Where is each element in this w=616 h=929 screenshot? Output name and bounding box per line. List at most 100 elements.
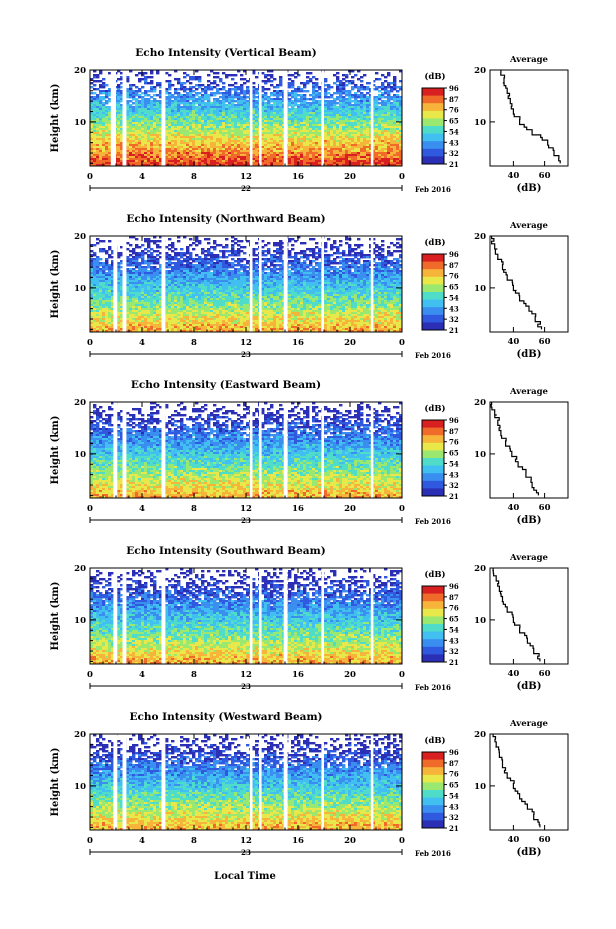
heatmap-cell xyxy=(210,102,214,105)
heatmap-cell xyxy=(108,118,112,121)
heatmap-cell xyxy=(141,104,145,107)
heatmap-cell xyxy=(333,120,337,123)
heatmap-cell xyxy=(294,122,298,125)
heatmap-cell xyxy=(393,102,397,105)
heatmap-cell xyxy=(120,128,124,131)
heatmap-cell xyxy=(216,244,220,247)
heatmap-cell xyxy=(216,116,220,119)
heatmap-cell xyxy=(228,124,232,127)
heatmap-cell xyxy=(363,104,367,107)
heatmap-cell xyxy=(207,84,211,87)
heatmap-cell xyxy=(390,108,394,111)
heatmap-cell xyxy=(129,130,133,133)
heatmap-cell xyxy=(351,124,355,127)
heatmap-cell xyxy=(270,80,274,83)
data-gap xyxy=(283,70,288,166)
heatmap-cell xyxy=(225,96,229,99)
heatmap-cell xyxy=(228,98,232,101)
heatmap-cell xyxy=(177,92,181,95)
heatmap-cell xyxy=(393,98,397,101)
heatmap-cell xyxy=(363,112,367,115)
heatmap-cell xyxy=(357,70,361,73)
heatmap-cell xyxy=(255,120,259,123)
heatmap-cell xyxy=(366,88,370,91)
heatmap-cell xyxy=(270,92,274,95)
heatmap-cell xyxy=(342,120,346,123)
heatmap-cell xyxy=(126,112,130,115)
profile-x-label: (dB) xyxy=(517,183,542,194)
heatmap-cell xyxy=(195,128,199,131)
heatmap-cell xyxy=(345,116,349,119)
heatmap-cell xyxy=(348,112,352,115)
heatmap-cell xyxy=(357,238,361,241)
heatmap-cell xyxy=(198,78,202,81)
heatmap-cell xyxy=(210,124,214,127)
heatmap-cell xyxy=(126,242,130,245)
heatmap-cell xyxy=(336,126,340,129)
heatmap-cell xyxy=(357,108,361,111)
heatmap-cell xyxy=(342,74,346,77)
heatmap-cell xyxy=(126,106,130,109)
heatmap-cell xyxy=(222,128,226,131)
heatmap-cell xyxy=(234,96,238,99)
heatmap-cell xyxy=(276,110,280,113)
heatmap-cell xyxy=(273,260,277,263)
heatmap-cell xyxy=(189,122,193,125)
heatmap-cell xyxy=(138,124,142,127)
heatmap-cell xyxy=(117,112,121,115)
heatmap-cell xyxy=(120,112,124,115)
heatmap-cell xyxy=(381,88,385,91)
heatmap-cell xyxy=(303,104,307,107)
heatmap-cell xyxy=(372,118,376,121)
heatmap-cell xyxy=(336,78,340,81)
heatmap-cell xyxy=(231,102,235,105)
heatmap-cell xyxy=(219,104,223,107)
heatmap-cell xyxy=(117,102,121,105)
heatmap-cell xyxy=(126,124,130,127)
heatmap-cell xyxy=(261,90,265,93)
heatmap-cell xyxy=(192,90,196,93)
heatmap-cell xyxy=(105,90,109,93)
heatmap-cell xyxy=(144,108,148,111)
heatmap-cell xyxy=(99,130,103,133)
heatmap-cell xyxy=(378,118,382,121)
heatmap-cell xyxy=(90,250,94,253)
heatmap-cell xyxy=(252,110,256,113)
heatmap-cell xyxy=(381,106,385,109)
heatmap-cell xyxy=(222,94,226,97)
heatmap-cell xyxy=(234,128,238,131)
heatmap-cell xyxy=(177,114,181,117)
heatmap-cell xyxy=(240,120,244,123)
heatmap-cell xyxy=(192,112,196,115)
heatmap-cell xyxy=(132,116,136,119)
heatmap-cell xyxy=(243,258,247,261)
heatmap-cell xyxy=(165,122,169,125)
heatmap-cell xyxy=(93,106,97,109)
heatmap-cell xyxy=(288,104,292,107)
heatmap-cell xyxy=(297,88,301,91)
heatmap-cell xyxy=(246,122,250,125)
heatmap-cell xyxy=(177,104,181,107)
heatmap-cell xyxy=(381,110,385,113)
heatmap-cell xyxy=(132,96,136,99)
heatmap-cell xyxy=(237,126,241,129)
heatmap-cell xyxy=(213,118,217,121)
heatmap-cell xyxy=(237,94,241,97)
heatmap-cell xyxy=(153,110,157,113)
heatmap-cell xyxy=(213,110,217,113)
heatmap-cell xyxy=(126,108,130,111)
heatmap-cell xyxy=(168,130,172,133)
heatmap-cell xyxy=(171,118,175,121)
heatmap-cell xyxy=(399,108,403,111)
heatmap-cell xyxy=(273,100,277,103)
heatmap-cell xyxy=(387,108,391,111)
heatmap-cell xyxy=(381,84,385,87)
heatmap-cell xyxy=(240,90,244,93)
heatmap-cell xyxy=(381,122,385,125)
heatmap-cell xyxy=(315,100,319,103)
heatmap-cell xyxy=(204,128,208,131)
heatmap-cell xyxy=(375,102,379,105)
heatmap-cell xyxy=(231,120,235,123)
heatmap-cell xyxy=(177,80,181,83)
heatmap-cell xyxy=(369,108,373,111)
